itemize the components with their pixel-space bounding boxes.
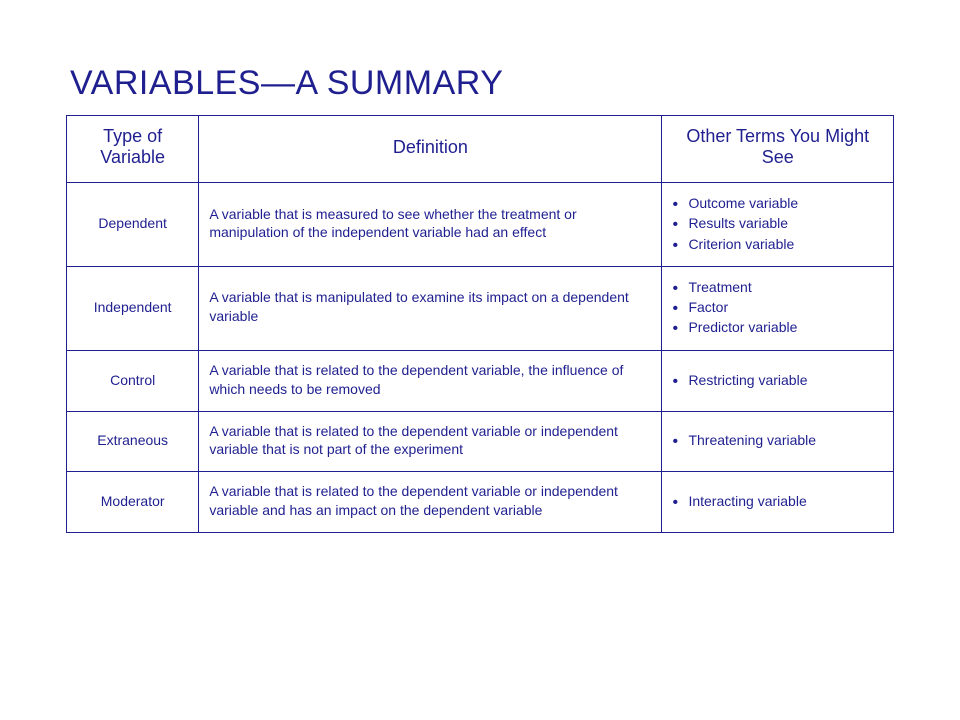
col-header-type: Type of Variable <box>67 116 199 183</box>
terms-list: Interacting variable <box>672 491 883 511</box>
terms-list: Restricting variable <box>672 370 883 390</box>
cell-definition: A variable that is related to the depend… <box>199 411 662 472</box>
table-row: Independent A variable that is manipulat… <box>67 266 894 350</box>
variables-table: Type of Variable Definition Other Terms … <box>66 115 894 533</box>
term-item: Criterion variable <box>672 234 883 254</box>
cell-type: Moderator <box>67 472 199 533</box>
cell-definition: A variable that is related to the depend… <box>199 350 662 411</box>
cell-terms: Treatment Factor Predictor variable <box>662 266 894 350</box>
cell-type: Control <box>67 350 199 411</box>
term-item: Outcome variable <box>672 193 883 213</box>
table-row: Extraneous A variable that is related to… <box>67 411 894 472</box>
term-item: Treatment <box>672 277 883 297</box>
terms-list: Treatment Factor Predictor variable <box>672 277 883 338</box>
cell-terms: Restricting variable <box>662 350 894 411</box>
terms-list: Threatening variable <box>672 430 883 450</box>
term-item: Results variable <box>672 213 883 233</box>
table-row: Dependent A variable that is measured to… <box>67 183 894 267</box>
col-header-def: Definition <box>199 116 662 183</box>
cell-terms: Threatening variable <box>662 411 894 472</box>
cell-type: Extraneous <box>67 411 199 472</box>
cell-terms: Outcome variable Results variable Criter… <box>662 183 894 267</box>
col-header-terms: Other Terms You Might See <box>662 116 894 183</box>
table-header-row: Type of Variable Definition Other Terms … <box>67 116 894 183</box>
term-item: Predictor variable <box>672 317 883 337</box>
slide: VARIABLES—A SUMMARY Type of Variable Def… <box>0 0 960 720</box>
term-item: Interacting variable <box>672 491 883 511</box>
terms-list: Outcome variable Results variable Criter… <box>672 193 883 254</box>
cell-terms: Interacting variable <box>662 472 894 533</box>
term-item: Threatening variable <box>672 430 883 450</box>
cell-definition: A variable that is measured to see wheth… <box>199 183 662 267</box>
table-row: Moderator A variable that is related to … <box>67 472 894 533</box>
term-item: Factor <box>672 297 883 317</box>
cell-type: Independent <box>67 266 199 350</box>
table-row: Control A variable that is related to th… <box>67 350 894 411</box>
slide-title: VARIABLES—A SUMMARY <box>70 64 894 103</box>
term-item: Restricting variable <box>672 370 883 390</box>
cell-definition: A variable that is manipulated to examin… <box>199 266 662 350</box>
cell-definition: A variable that is related to the depend… <box>199 472 662 533</box>
cell-type: Dependent <box>67 183 199 267</box>
